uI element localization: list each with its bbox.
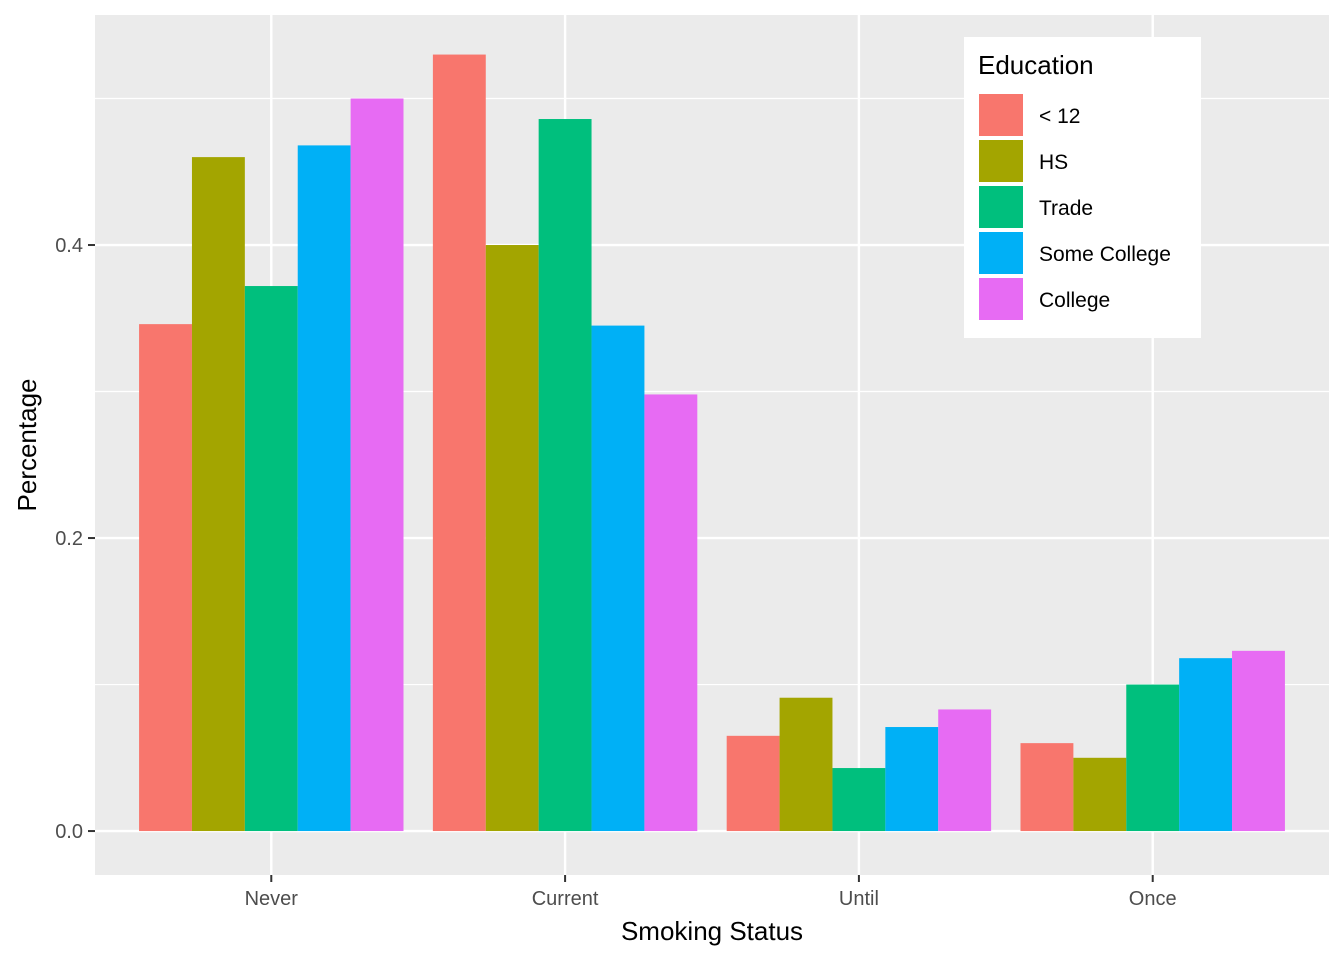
x-tick-label: Current (532, 888, 599, 910)
bar (779, 697, 833, 832)
bar (1126, 684, 1180, 832)
bar (1073, 757, 1127, 832)
bar (1179, 658, 1233, 832)
x-tick-label: Never (245, 888, 299, 910)
bar (885, 727, 939, 832)
legend-label: < 12 (1039, 105, 1080, 128)
bar (832, 768, 886, 832)
y-tick-label: 0.0 (55, 821, 83, 843)
legend-title: Education (978, 50, 1094, 80)
x-tick-label: Until (839, 888, 879, 910)
legend: Education < 12 HS Trade Some College College (964, 37, 1201, 338)
legend-key (979, 278, 1023, 320)
bar (591, 325, 645, 832)
legend-key (979, 94, 1023, 136)
bar (244, 286, 298, 832)
bar (1232, 650, 1285, 832)
bar (726, 735, 780, 832)
bar (432, 54, 486, 832)
y-axis: 0.0 0.2 0.4 (55, 235, 95, 843)
legend-key (979, 140, 1023, 182)
legend-label: Some College (1039, 243, 1171, 266)
legend-items: < 12 HS Trade Some College College (979, 94, 1171, 320)
bar (297, 145, 351, 832)
legend-key (979, 186, 1023, 228)
legend-label: College (1039, 289, 1110, 312)
bar (485, 245, 539, 832)
x-axis-title: Smoking Status (621, 916, 803, 946)
y-tick-label: 0.2 (55, 528, 83, 550)
legend-key (979, 232, 1023, 274)
bar (538, 119, 592, 832)
x-axis: Never Current Until Once (245, 875, 1177, 910)
x-tick-label: Once (1129, 888, 1177, 910)
legend-label: Trade (1039, 197, 1093, 220)
bar (938, 709, 992, 832)
bar (350, 98, 404, 832)
y-tick-label: 0.4 (55, 235, 83, 257)
bar (1020, 743, 1074, 832)
bar (644, 394, 698, 832)
bars (139, 54, 1285, 832)
bar (139, 324, 192, 832)
bar (191, 157, 245, 832)
legend-label: HS (1039, 151, 1068, 174)
y-axis-title: Percentage (12, 379, 42, 512)
